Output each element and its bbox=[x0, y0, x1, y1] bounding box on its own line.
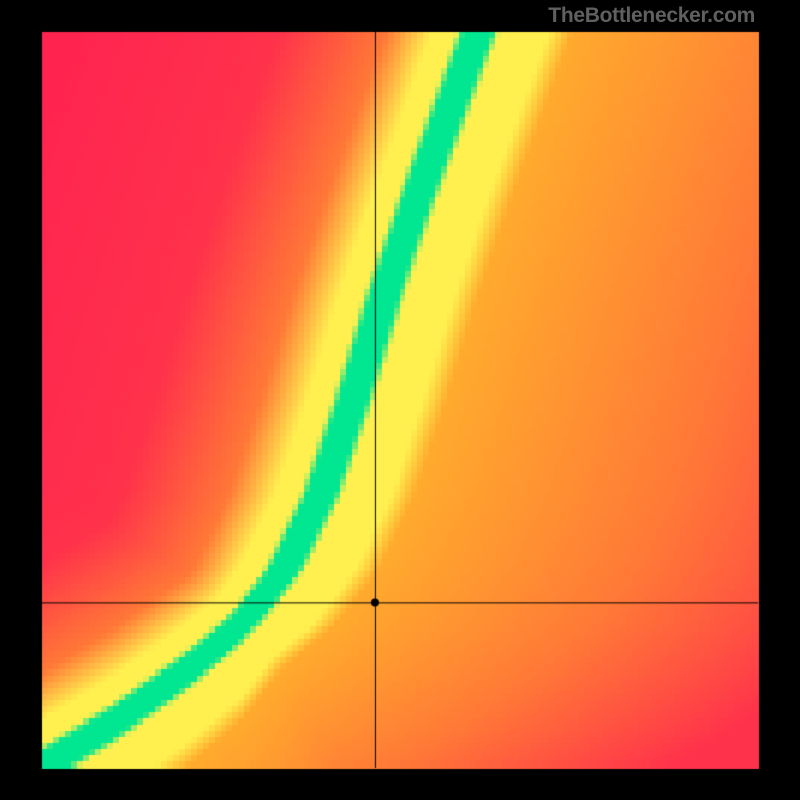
chart-container: TheBottlenecker.com bbox=[0, 0, 800, 800]
bottleneck-heatmap bbox=[0, 0, 800, 800]
watermark-label: TheBottlenecker.com bbox=[548, 4, 755, 28]
